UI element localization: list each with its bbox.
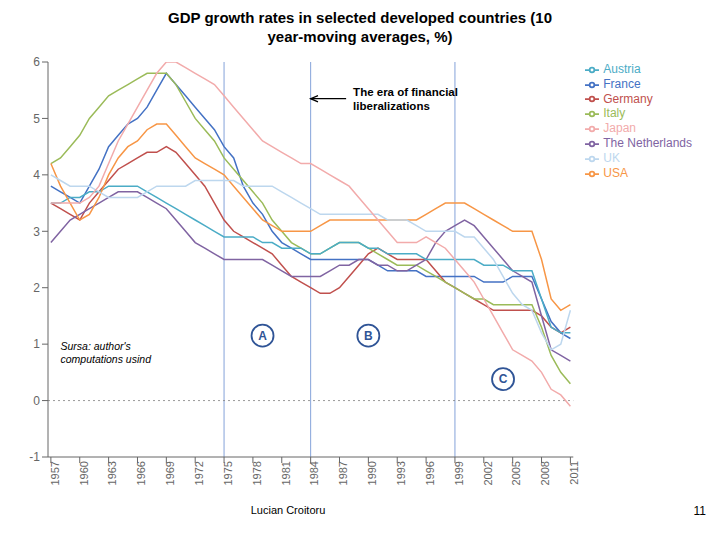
html-text:Germany: Germany xyxy=(603,91,653,106)
svg-text:Sursa: author'scomputations us: Sursa: author'scomputations usind xyxy=(61,340,153,365)
html-text:Austria: Austria xyxy=(603,62,641,76)
svg-text:1999: 1999 xyxy=(453,461,465,485)
svg-text:1966: 1966 xyxy=(135,461,147,485)
html-text:France: France xyxy=(603,76,641,91)
svg-text:-1: -1 xyxy=(29,450,40,464)
svg-text:1957: 1957 xyxy=(49,461,61,485)
svg-text:1996: 1996 xyxy=(424,461,436,485)
svg-text:1963: 1963 xyxy=(106,461,118,485)
html-text:Japan: Japan xyxy=(603,121,636,136)
svg-text:1: 1 xyxy=(33,337,40,351)
svg-text:B: B xyxy=(364,329,373,343)
html-text:UK: UK xyxy=(603,151,620,165)
svg-text:1969: 1969 xyxy=(164,461,176,485)
html-text:Italy: Italy xyxy=(603,106,626,121)
html-text:USA: USA xyxy=(603,165,628,180)
svg-text:2002: 2002 xyxy=(482,461,494,485)
svg-text:C: C xyxy=(499,372,508,386)
svg-text:1981: 1981 xyxy=(280,461,292,485)
svg-text:1975: 1975 xyxy=(222,461,234,485)
svg-text:1972: 1972 xyxy=(193,461,205,485)
svg-text:4: 4 xyxy=(33,168,40,182)
svg-text:2: 2 xyxy=(33,281,40,295)
svg-text:A: A xyxy=(258,329,267,343)
svg-text:2005: 2005 xyxy=(510,461,522,485)
svg-text:3: 3 xyxy=(33,225,40,239)
html-text:GDP growth rates in selected d: GDP growth rates in selected developed c… xyxy=(168,9,552,26)
html-text:year-moving averages, %): year-moving averages, %) xyxy=(267,28,453,45)
html-text:The Netherlands: The Netherlands xyxy=(603,136,692,151)
html-text:Lucian Croitoru: Lucian Croitoru xyxy=(250,504,326,516)
svg-text:1984: 1984 xyxy=(308,461,320,485)
svg-text:1987: 1987 xyxy=(337,461,349,485)
svg-text:5: 5 xyxy=(33,112,40,126)
svg-text:1993: 1993 xyxy=(395,461,407,485)
svg-text:1960: 1960 xyxy=(78,461,90,485)
svg-text:The era of financialliberaliza: The era of financialliberalizations xyxy=(353,86,458,112)
svg-text:1990: 1990 xyxy=(366,461,378,485)
svg-text:1978: 1978 xyxy=(251,461,263,485)
svg-text:2011: 2011 xyxy=(568,461,580,485)
html-text:11: 11 xyxy=(693,504,706,518)
svg-text:0: 0 xyxy=(33,394,40,408)
svg-text:6: 6 xyxy=(33,55,40,69)
svg-text:2008: 2008 xyxy=(539,461,551,485)
